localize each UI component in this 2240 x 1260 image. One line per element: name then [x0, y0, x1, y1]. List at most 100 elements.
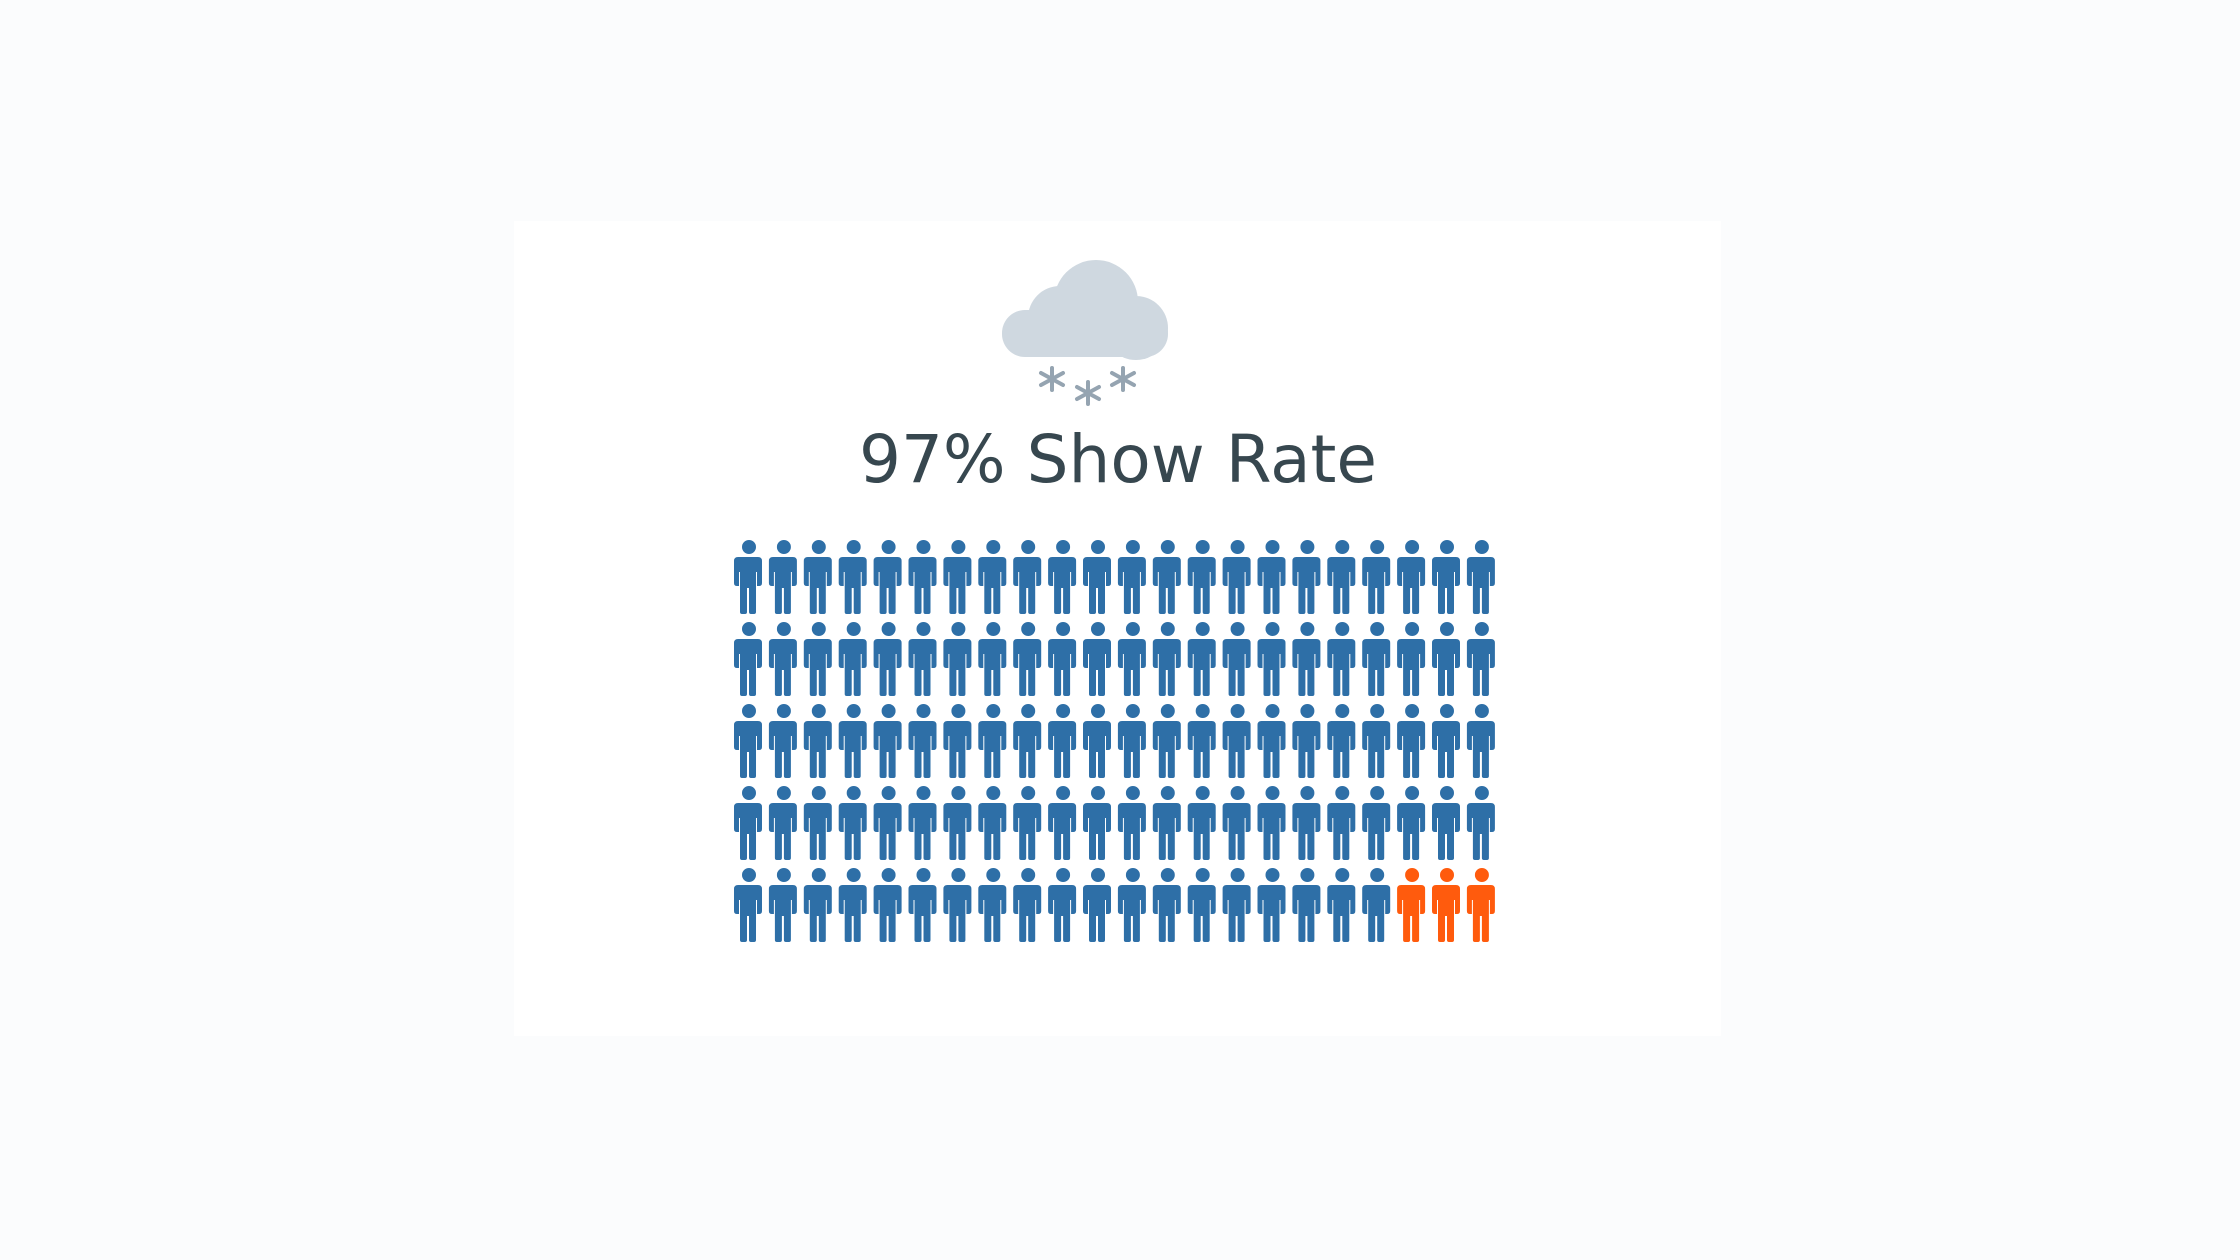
- person-icon: [1013, 540, 1042, 614]
- person-icon: [943, 540, 972, 614]
- person-icon: [1152, 704, 1181, 778]
- person-icon: [768, 540, 797, 614]
- person-icon: [908, 786, 937, 860]
- person-icon: [1117, 868, 1146, 942]
- person-icon: [803, 622, 832, 696]
- person-icon: [1466, 786, 1495, 860]
- person-icon: [1327, 622, 1356, 696]
- person-icon: [1048, 622, 1077, 696]
- person-icon: [1048, 540, 1077, 614]
- person-icon: [1187, 540, 1216, 614]
- person-icon: [1292, 704, 1321, 778]
- person-icon: [1362, 786, 1391, 860]
- person-icon: [1362, 540, 1391, 614]
- person-icon: [803, 868, 832, 942]
- person-icon: [1466, 622, 1495, 696]
- person-icon: [1257, 786, 1286, 860]
- person-icon: [943, 704, 972, 778]
- person-icon: [1013, 704, 1042, 778]
- person-icon: [1397, 786, 1426, 860]
- person-icon: [1187, 622, 1216, 696]
- person-icon: [1362, 622, 1391, 696]
- person-icon: [1432, 868, 1460, 942]
- person-icon: [1432, 540, 1460, 614]
- person-icon: [838, 786, 867, 860]
- person-icon: [943, 622, 972, 696]
- person-icon: [943, 786, 972, 860]
- person-icon: [1397, 622, 1426, 696]
- person-icon: [1362, 704, 1391, 778]
- person-icon: [873, 622, 902, 696]
- person-icon: [1362, 868, 1391, 942]
- person-icon: [1083, 622, 1111, 696]
- person-icon: [803, 704, 832, 778]
- person-icon: [1048, 868, 1077, 942]
- person-icon: [1257, 704, 1286, 778]
- person-icon: [1152, 786, 1181, 860]
- person-icon: [1327, 704, 1356, 778]
- person-icon: [734, 704, 762, 778]
- person-icon: [838, 540, 867, 614]
- person-icon: [1117, 622, 1146, 696]
- person-icon: [1117, 704, 1146, 778]
- person-icon: [1257, 540, 1286, 614]
- person-icon: [1222, 786, 1251, 860]
- person-icon: [1292, 622, 1321, 696]
- person-icon: [1222, 622, 1251, 696]
- chart-title: 97% Show Rate: [859, 421, 1377, 498]
- person-icon: [1466, 704, 1495, 778]
- person-icon: [1117, 786, 1146, 860]
- person-icon: [1397, 704, 1426, 778]
- person-icon: [1432, 786, 1460, 860]
- person-icon: [1187, 868, 1216, 942]
- person-icon: [838, 704, 867, 778]
- person-icon: [768, 704, 797, 778]
- person-icon: [978, 622, 1007, 696]
- person-icon: [734, 622, 762, 696]
- person-icon: [1466, 868, 1495, 942]
- person-icon: [1152, 622, 1181, 696]
- person-icon: [803, 786, 832, 860]
- person-icon: [873, 540, 902, 614]
- person-icon: [1048, 704, 1077, 778]
- person-icon: [1292, 868, 1321, 942]
- person-icon: [734, 540, 762, 614]
- person-icon: [1257, 622, 1286, 696]
- person-icon: [838, 622, 867, 696]
- person-icon: [873, 786, 902, 860]
- person-icon: [1187, 786, 1216, 860]
- person-icon: [1152, 540, 1181, 614]
- person-icon: [908, 868, 937, 942]
- person-icon: [734, 786, 762, 860]
- person-icon: [1083, 704, 1111, 778]
- person-icon: [1222, 704, 1251, 778]
- person-icon: [1292, 786, 1321, 860]
- person-icon: [1327, 540, 1356, 614]
- person-icon: [1083, 868, 1111, 942]
- person-icon: [1222, 540, 1251, 614]
- person-icon: [1327, 868, 1356, 942]
- person-icon: [943, 868, 972, 942]
- person-icon: [838, 868, 867, 942]
- person-icon: [1222, 868, 1251, 942]
- person-icon: [734, 868, 762, 942]
- person-icon: [1432, 704, 1460, 778]
- person-icon: [1327, 786, 1356, 860]
- person-icon: [1083, 540, 1111, 614]
- person-icon: [768, 868, 797, 942]
- person-icon: [1083, 786, 1111, 860]
- person-icon: [1013, 622, 1042, 696]
- person-icon: [803, 540, 832, 614]
- person-icon: [1397, 868, 1426, 942]
- person-icon: [908, 622, 937, 696]
- person-icon: [978, 540, 1007, 614]
- person-icon: [978, 868, 1007, 942]
- person-icon: [1013, 868, 1042, 942]
- person-icon: [1013, 786, 1042, 860]
- person-icon: [908, 704, 937, 778]
- person-icon: [768, 786, 797, 860]
- person-icon: [978, 786, 1007, 860]
- person-icon: [873, 868, 902, 942]
